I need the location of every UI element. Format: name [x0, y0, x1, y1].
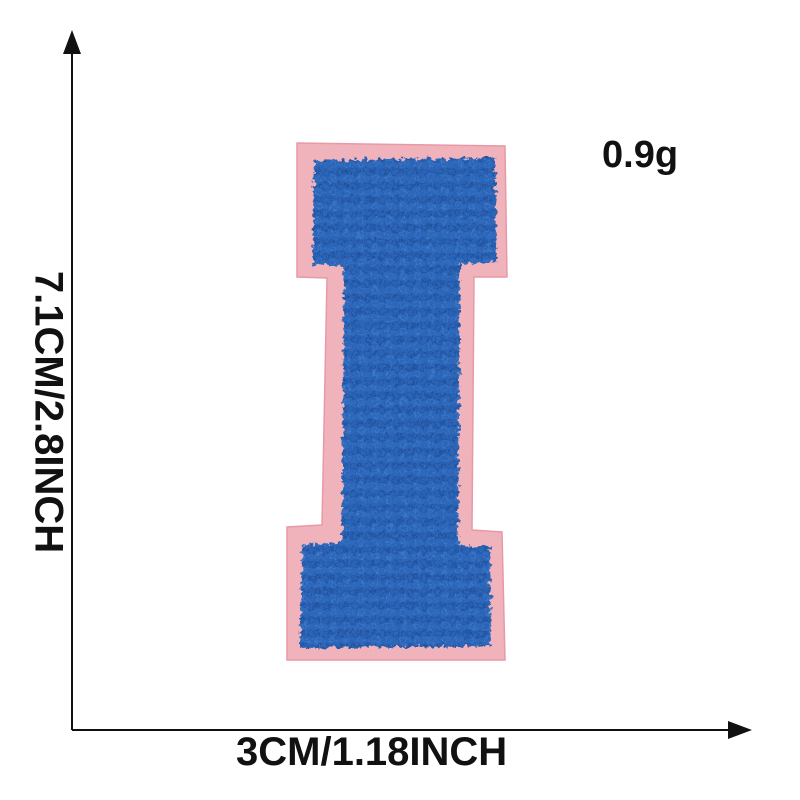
arrow-up-icon — [63, 30, 81, 54]
weight-label: 0.9g — [602, 134, 679, 176]
height-dimension-label: 7.1CM/2.8INCH — [26, 270, 71, 554]
arrow-right-icon — [728, 721, 752, 739]
chenille-letter-i — [300, 158, 497, 648]
x-axis — [72, 721, 752, 739]
y-axis — [63, 30, 81, 730]
width-dimension-label: 3CM/1.18INCH — [236, 730, 508, 774]
